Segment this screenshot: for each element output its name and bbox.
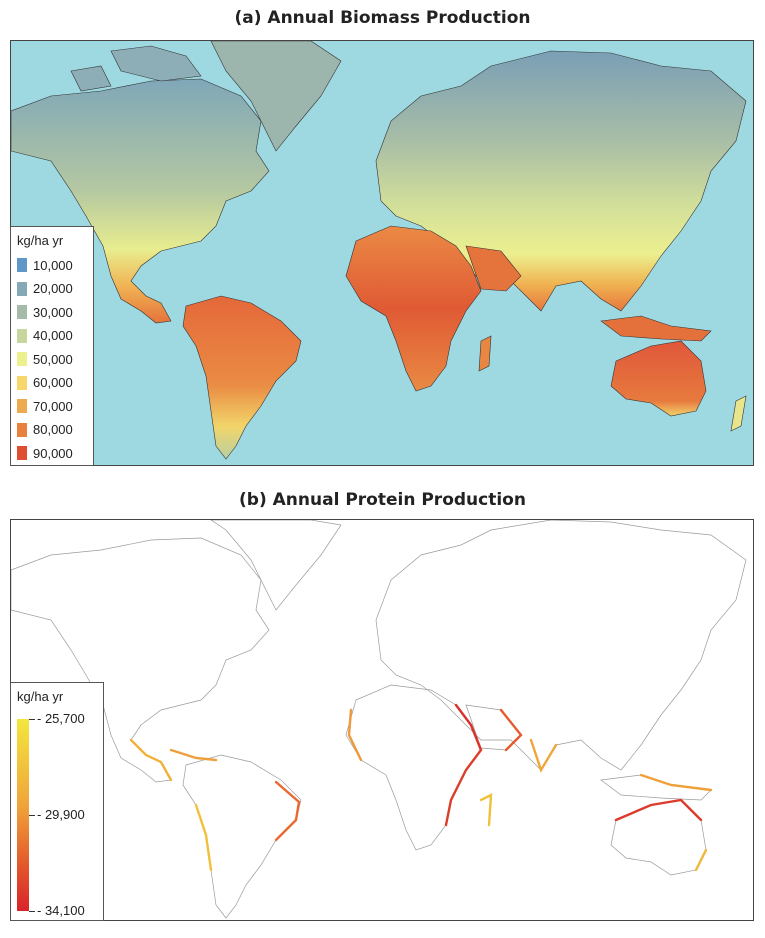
- legend-entry: 20,000: [17, 279, 73, 299]
- legend-entry: 90,000: [17, 443, 73, 463]
- legend-swatch: [17, 446, 27, 460]
- legend-entry: 50,000: [17, 349, 73, 369]
- new-zealand-shape: [730, 395, 747, 432]
- protein-map-svg: [11, 520, 747, 919]
- legend-entry: 70,000: [17, 396, 73, 416]
- legend-tick-label: - 25,700: [37, 711, 85, 726]
- coast-southeast-asia: [639, 773, 713, 792]
- greenland-outline: [210, 520, 342, 611]
- coast-north-australia: [614, 798, 703, 822]
- legend-swatch: [17, 375, 27, 390]
- south-america-shape: [182, 295, 302, 460]
- legend-tick-label: - 29,900: [37, 807, 85, 822]
- africa-shape: [345, 225, 482, 392]
- protein-legend: kg/ha yr - 25,700 - 29,900 - 34,100: [10, 682, 104, 921]
- legend-label: 60,000: [33, 375, 73, 390]
- legend-tick-label: - 34,100: [37, 903, 85, 918]
- legend-tick: [29, 911, 35, 912]
- panel-a-title: (a) Annual Biomass Production: [234, 8, 531, 28]
- coast-south-america-east: [274, 780, 301, 842]
- biomass-legend: kg/ha yr 10,000 20,000 30,000 40,000 50,000 6…: [10, 226, 94, 466]
- arctic-islands-shape: [70, 45, 202, 92]
- coast-arabia: [499, 708, 523, 752]
- north-america-shape: [11, 78, 270, 324]
- color-gradient-bar: [17, 719, 29, 911]
- biomass-map: [10, 40, 754, 466]
- legend-label: 40,000: [33, 328, 73, 343]
- legend-label: 90,000: [33, 445, 73, 461]
- legend-entry: 40,000: [17, 326, 73, 346]
- legend-entry: 10,000: [17, 255, 73, 275]
- legend-label: 30,000: [33, 304, 73, 320]
- legend-swatch: [17, 328, 27, 343]
- greenland-shape: [210, 41, 342, 152]
- legend-title: kg/ha yr: [17, 233, 64, 248]
- legend-label: 50,000: [33, 351, 73, 367]
- coast-india: [529, 738, 558, 773]
- coast-central-america: [129, 738, 173, 782]
- legend-label: 10,000: [33, 257, 73, 273]
- coast-caribbean: [169, 748, 218, 762]
- legend-entry: 60,000: [17, 373, 73, 393]
- madagascar-shape: [478, 335, 492, 372]
- protein-map: [10, 519, 754, 921]
- australia-shape: [610, 340, 707, 417]
- south-america-outline: [182, 754, 302, 919]
- arabia-shape: [465, 245, 522, 292]
- eurasia-outline: [375, 520, 747, 771]
- legend-swatch: [17, 399, 27, 413]
- legend-swatch: [17, 281, 27, 296]
- legend-swatch: [17, 422, 27, 437]
- legend-label: 70,000: [33, 398, 73, 414]
- coast-south-america-west: [194, 803, 213, 872]
- coast-red-sea: [454, 703, 483, 752]
- coast-madagascar: [479, 792, 493, 827]
- southeast-asia-islands-shape: [600, 315, 712, 342]
- biomass-map-svg: [11, 41, 747, 460]
- legend-swatch: [17, 258, 27, 272]
- coast-east-australia: [694, 848, 708, 872]
- panel-b-title: (b) Annual Protein Production: [239, 490, 526, 510]
- coast-east-africa: [444, 748, 483, 827]
- legend-swatch: [17, 305, 27, 319]
- legend-tick: [29, 815, 35, 816]
- legend-label: 20,000: [33, 281, 73, 296]
- legend-tick: [29, 719, 35, 720]
- legend-swatch: [17, 352, 27, 366]
- coast-west-africa: [347, 708, 363, 762]
- legend-entry: 80,000: [17, 420, 73, 440]
- legend-label: 80,000: [33, 422, 73, 437]
- legend-entry: 30,000: [17, 302, 73, 322]
- legend-title: kg/ha yr: [17, 689, 64, 704]
